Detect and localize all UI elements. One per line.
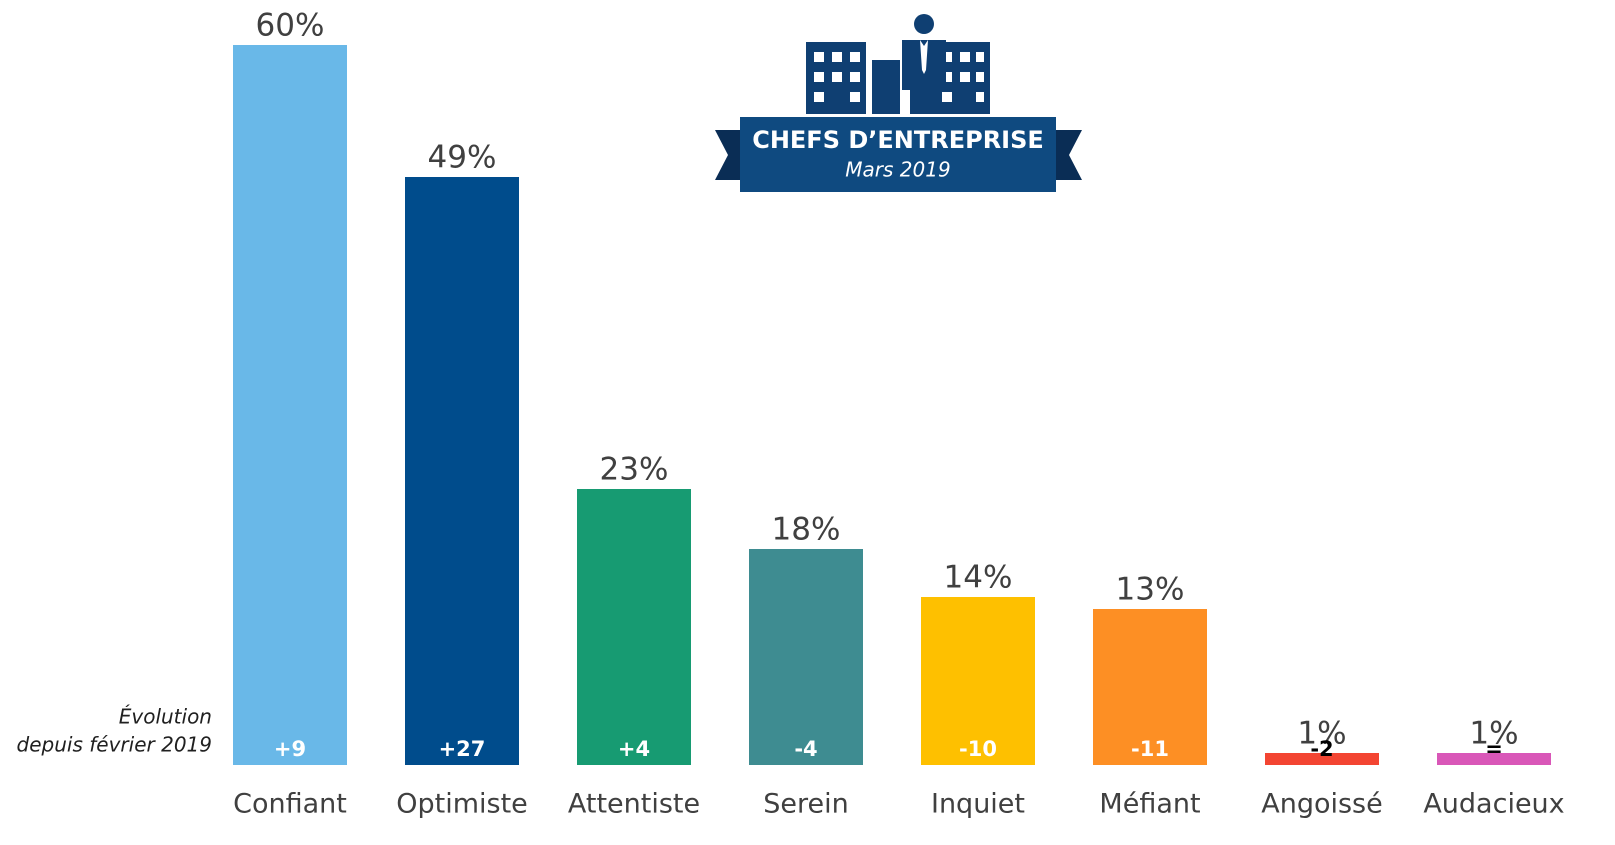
ribbon-tail [1052, 130, 1082, 180]
bar [921, 597, 1035, 765]
change-label: +9 [274, 737, 306, 761]
badge-title: CHEFS D’ENTREPRISE [752, 126, 1044, 154]
value-label: 13% [1116, 572, 1185, 608]
bar [577, 489, 691, 765]
x-tick-label: Angoissé [1261, 789, 1383, 820]
note: Évolution [119, 705, 212, 729]
value-label: 1% [1297, 716, 1346, 752]
x-tick-label: Audacieux [1423, 789, 1564, 820]
badge [740, 117, 1056, 192]
x-tick-label: Méfiant [1099, 789, 1200, 820]
value-label: 14% [944, 560, 1013, 596]
badge-icon [806, 14, 990, 114]
badge-subtitle: Mars 2019 [845, 158, 950, 182]
value-label: 18% [772, 512, 841, 548]
change-label: -2 [1310, 737, 1333, 761]
bar [1093, 609, 1207, 765]
note: depuis février 2019 [17, 733, 212, 757]
x-tick-label: Confiant [233, 789, 347, 820]
bar [749, 549, 863, 765]
bar [405, 177, 519, 765]
change-label: +4 [618, 737, 650, 761]
value-label: 1% [1469, 716, 1518, 752]
value-label: 49% [428, 140, 497, 176]
ribbon-tail [715, 130, 745, 180]
value-label: 23% [600, 452, 669, 488]
bar [233, 45, 347, 765]
change-label: -10 [959, 737, 997, 761]
change-label: -4 [794, 737, 817, 761]
value-label: 60% [256, 8, 325, 44]
bar [1437, 753, 1551, 765]
x-tick-label: Inquiet [931, 789, 1025, 820]
change-label: +27 [439, 737, 486, 761]
change-label: -11 [1131, 737, 1169, 761]
bar [1265, 753, 1379, 765]
x-tick-label: Attentiste [568, 789, 700, 820]
x-tick-label: Serein [763, 789, 848, 820]
change-label: = [1485, 737, 1503, 761]
x-tick-label: Optimiste [396, 789, 528, 820]
